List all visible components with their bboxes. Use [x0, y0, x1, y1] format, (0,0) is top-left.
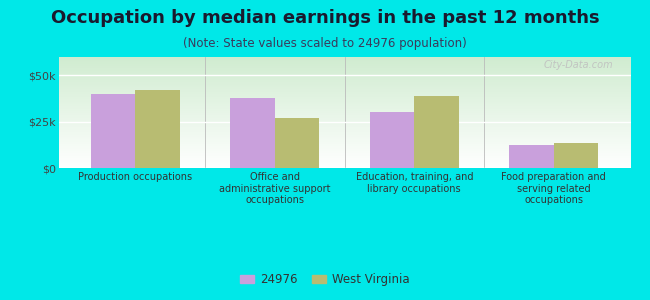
Bar — [135, 90, 180, 168]
Bar — [90, 94, 135, 168]
Bar — [370, 112, 414, 168]
Bar — [275, 118, 319, 168]
Text: (Note: State values scaled to 24976 population): (Note: State values scaled to 24976 popu… — [183, 38, 467, 50]
Text: City-Data.com: City-Data.com — [543, 60, 614, 70]
Bar — [230, 98, 275, 168]
Bar — [414, 96, 459, 168]
Text: Occupation by median earnings in the past 12 months: Occupation by median earnings in the pas… — [51, 9, 599, 27]
Bar — [554, 143, 599, 168]
Bar — [509, 145, 554, 168]
Legend: 24976, West Virginia: 24976, West Virginia — [235, 269, 415, 291]
